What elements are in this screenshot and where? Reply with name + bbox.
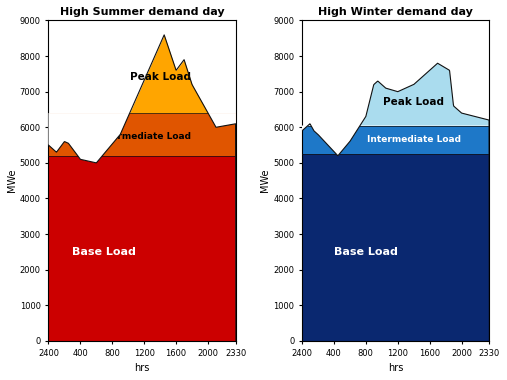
X-axis label: hrs: hrs <box>388 363 404 373</box>
X-axis label: hrs: hrs <box>134 363 150 373</box>
Title: High Summer demand day: High Summer demand day <box>60 7 225 17</box>
Text: Base Load: Base Load <box>73 247 136 257</box>
Text: Peak Load: Peak Load <box>383 97 444 108</box>
Text: Base Load: Base Load <box>334 247 397 257</box>
Y-axis label: MWe: MWe <box>261 169 270 192</box>
Text: Intermediate Load: Intermediate Load <box>97 132 191 141</box>
Text: Peak Load: Peak Load <box>130 73 191 82</box>
Text: Intermediate Load: Intermediate Load <box>367 135 461 144</box>
Y-axis label: MWe: MWe <box>7 169 17 192</box>
Title: High Winter demand day: High Winter demand day <box>318 7 473 17</box>
